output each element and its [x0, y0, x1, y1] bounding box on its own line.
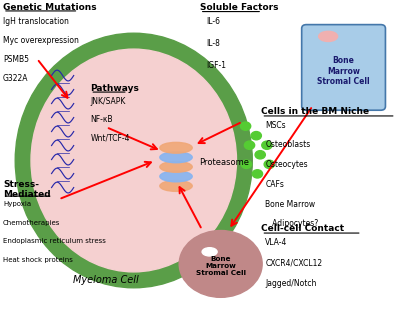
Text: Bone
Marrow
Stromal Cell: Bone Marrow Stromal Cell — [196, 256, 246, 276]
Circle shape — [252, 170, 262, 178]
Text: MSCs: MSCs — [265, 121, 286, 130]
Ellipse shape — [31, 49, 236, 272]
Text: PSMB5: PSMB5 — [3, 55, 29, 64]
Text: IL-8: IL-8 — [206, 39, 220, 48]
Text: Hypoxia: Hypoxia — [3, 201, 31, 207]
Text: Bone
Marrow
Stromal Cell: Bone Marrow Stromal Cell — [317, 56, 370, 86]
Text: CXCR4/CXCL12: CXCR4/CXCL12 — [265, 258, 322, 267]
Text: Bone Marrow: Bone Marrow — [265, 200, 316, 209]
Text: Genetic Mutations: Genetic Mutations — [3, 3, 96, 12]
Text: IGF-1: IGF-1 — [206, 61, 226, 70]
Circle shape — [262, 141, 272, 149]
Text: Endoplasmic reticulum stress: Endoplasmic reticulum stress — [3, 238, 106, 244]
Ellipse shape — [202, 248, 217, 256]
Text: Pathways: Pathways — [90, 84, 139, 93]
Circle shape — [244, 141, 255, 149]
Text: NF-κB: NF-κB — [90, 115, 113, 124]
Text: Adipocytes?: Adipocytes? — [265, 219, 318, 228]
Text: Heat shock proteins: Heat shock proteins — [3, 256, 73, 263]
Text: Cells in the BM Niche: Cells in the BM Niche — [261, 107, 370, 116]
Circle shape — [251, 132, 261, 140]
Text: IL-6: IL-6 — [206, 17, 220, 26]
Circle shape — [179, 230, 262, 297]
Text: Osteocytes: Osteocytes — [265, 160, 308, 169]
Text: Proteasome: Proteasome — [199, 158, 249, 167]
Text: Osteoblasts: Osteoblasts — [265, 141, 310, 150]
Ellipse shape — [160, 142, 192, 153]
Text: Wnt/TCF-4: Wnt/TCF-4 — [90, 134, 130, 143]
Text: Cell-cell Contact: Cell-cell Contact — [261, 224, 344, 233]
Ellipse shape — [160, 180, 192, 191]
Circle shape — [241, 160, 252, 169]
Ellipse shape — [160, 171, 192, 182]
Ellipse shape — [319, 31, 338, 41]
Text: Myc overexpression: Myc overexpression — [3, 36, 79, 45]
Text: Myeloma Cell: Myeloma Cell — [73, 275, 139, 285]
Text: Chemotherapies: Chemotherapies — [3, 220, 60, 226]
Text: VLA-4: VLA-4 — [265, 238, 288, 247]
Ellipse shape — [160, 152, 192, 163]
Text: G322A: G322A — [3, 74, 28, 83]
Text: JNK/SAPK: JNK/SAPK — [90, 97, 126, 106]
Text: IgH translocation: IgH translocation — [3, 17, 69, 26]
Text: CAFs: CAFs — [265, 180, 284, 189]
Ellipse shape — [15, 33, 252, 288]
Text: Soluble Factors: Soluble Factors — [200, 3, 278, 12]
FancyBboxPatch shape — [302, 25, 386, 110]
Text: Stress-
Mediated: Stress- Mediated — [3, 179, 50, 199]
Ellipse shape — [160, 161, 192, 172]
Circle shape — [240, 122, 251, 130]
Circle shape — [264, 160, 274, 169]
Circle shape — [255, 151, 265, 159]
Text: Jagged/Notch: Jagged/Notch — [265, 279, 317, 288]
